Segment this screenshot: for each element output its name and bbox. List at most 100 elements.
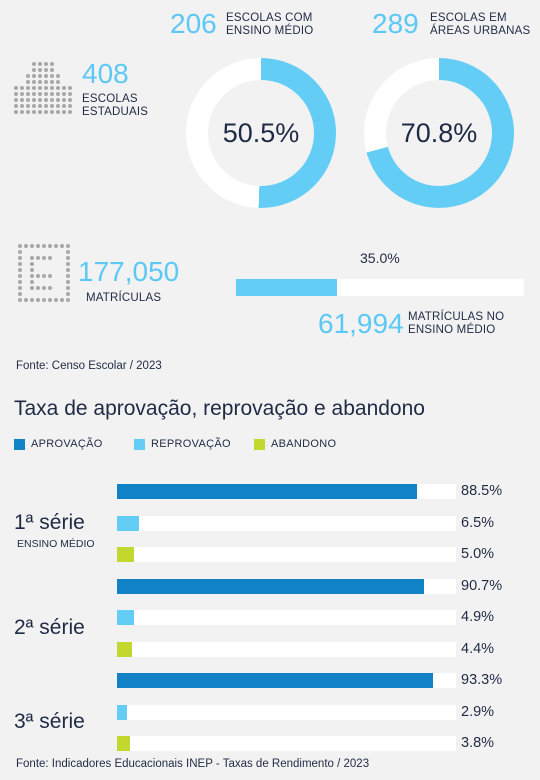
ensino-medio-donut: 50.5%	[186, 58, 336, 208]
icon-dot	[50, 68, 54, 72]
escolas-urbanas-value: 289	[372, 8, 419, 39]
icon-dot	[42, 286, 46, 290]
escolas-estaduais-value: 408	[82, 58, 129, 89]
icon-dot	[56, 98, 60, 102]
rate-value-label: 4.9%	[461, 609, 495, 625]
icon-dot	[56, 80, 60, 84]
icon-dot	[62, 110, 66, 114]
rate-value-label: 5.0%	[461, 546, 495, 562]
icon-dot	[44, 110, 48, 114]
icon-dot	[20, 86, 24, 90]
icon-dot	[26, 104, 30, 108]
legend-label: APROVAÇÃO	[31, 438, 103, 450]
icon-dot	[54, 244, 58, 248]
icon-dot	[66, 286, 70, 290]
icon-dot	[66, 250, 70, 254]
icon-dot	[50, 98, 54, 102]
escolas-ensino-medio-caption: ESCOLAS COM ENSINO MÉDIO	[226, 12, 314, 38]
rate-bar	[117, 484, 417, 499]
rate-bar-track	[117, 704, 456, 720]
icon-dot	[38, 86, 42, 90]
enrollment-grid-icon	[18, 244, 70, 302]
icon-dot	[36, 256, 40, 260]
icon-dot	[68, 92, 72, 96]
icon-dot	[32, 86, 36, 90]
icon-dot	[32, 68, 36, 72]
icon-dot	[48, 286, 52, 290]
icon-dot	[18, 292, 22, 296]
icon-dot	[14, 104, 18, 108]
icon-dot	[44, 62, 48, 66]
icon-dot	[50, 74, 54, 78]
escolas-urbanas-caption: ESCOLAS EM ÁREAS URBANAS	[430, 12, 531, 38]
icon-dot	[54, 298, 58, 302]
school-grid-icon	[14, 62, 74, 118]
rate-value-label: 3.8%	[461, 735, 495, 751]
icon-dot	[60, 298, 64, 302]
icon-dot	[38, 98, 42, 102]
rate-value-label: 88.5%	[461, 483, 503, 499]
source-inep: Fonte: Indicadores Educacionais INEP - T…	[16, 758, 370, 770]
icon-dot	[32, 110, 36, 114]
matriculas-caption: MATRÍCULAS	[86, 292, 162, 304]
ensino-medio-percent: 50.5%	[208, 80, 314, 186]
rate-bar	[117, 641, 132, 657]
legend-item: REPROVAÇÃO	[134, 438, 231, 450]
icon-dot	[32, 92, 36, 96]
matriculas-value: 177,050	[78, 256, 180, 287]
icon-dot	[18, 256, 22, 260]
legend-swatch	[254, 438, 265, 450]
icon-dot	[30, 280, 34, 284]
icon-dot	[30, 262, 34, 266]
icon-dot	[42, 244, 46, 248]
escolas-estaduais-caption: ESCOLAS ESTADUAIS	[82, 93, 149, 119]
icon-dot	[30, 256, 34, 260]
icon-dot	[32, 80, 36, 84]
icon-dot	[24, 298, 28, 302]
rate-value-label: 2.9%	[461, 703, 495, 720]
icon-dot	[26, 98, 30, 102]
icon-dot	[26, 74, 30, 78]
rates-title: Taxa de aprovação, reprovação e abandono	[14, 397, 425, 420]
icon-dot	[68, 98, 72, 102]
icon-dot	[14, 98, 18, 102]
rate-bar	[117, 736, 130, 751]
rate-bar	[117, 610, 134, 625]
icon-dot	[62, 104, 66, 108]
icon-dot	[42, 274, 46, 278]
rate-bar-track	[117, 515, 456, 531]
icon-dot	[24, 244, 28, 248]
icon-dot	[56, 86, 60, 90]
icon-dot	[20, 110, 24, 114]
serie-label: 1ª série	[14, 511, 85, 534]
icon-dot	[44, 98, 48, 102]
icon-dot	[18, 250, 22, 254]
rate-bar	[117, 547, 134, 562]
rate-bar-track	[117, 641, 456, 657]
icon-dot	[30, 286, 34, 290]
icon-dot	[18, 268, 22, 272]
rate-bar-track	[117, 736, 456, 751]
icon-dot	[66, 268, 70, 272]
icon-dot	[56, 110, 60, 114]
icon-dot	[42, 298, 46, 302]
areas-urbanas-percent: 70.8%	[386, 80, 492, 186]
rate-value-label: 90.7%	[461, 577, 503, 594]
icon-dot	[36, 244, 40, 248]
icon-dot	[62, 92, 66, 96]
matriculas-bar-fill	[236, 279, 337, 296]
icon-dot	[44, 68, 48, 72]
rate-bar-track	[117, 484, 456, 499]
icon-dot	[26, 80, 30, 84]
icon-dot	[66, 280, 70, 284]
icon-dot	[38, 80, 42, 84]
legend-item: ABANDONO	[254, 438, 336, 450]
matriculas-bar-track	[236, 279, 524, 296]
icon-dot	[62, 86, 66, 90]
icon-dot	[50, 110, 54, 114]
serie-sublabel: ENSINO MÉDIO	[17, 538, 95, 550]
icon-dot	[48, 274, 52, 278]
icon-dot	[44, 74, 48, 78]
serie-label: 3ª série	[14, 710, 85, 733]
icon-dot	[20, 98, 24, 102]
